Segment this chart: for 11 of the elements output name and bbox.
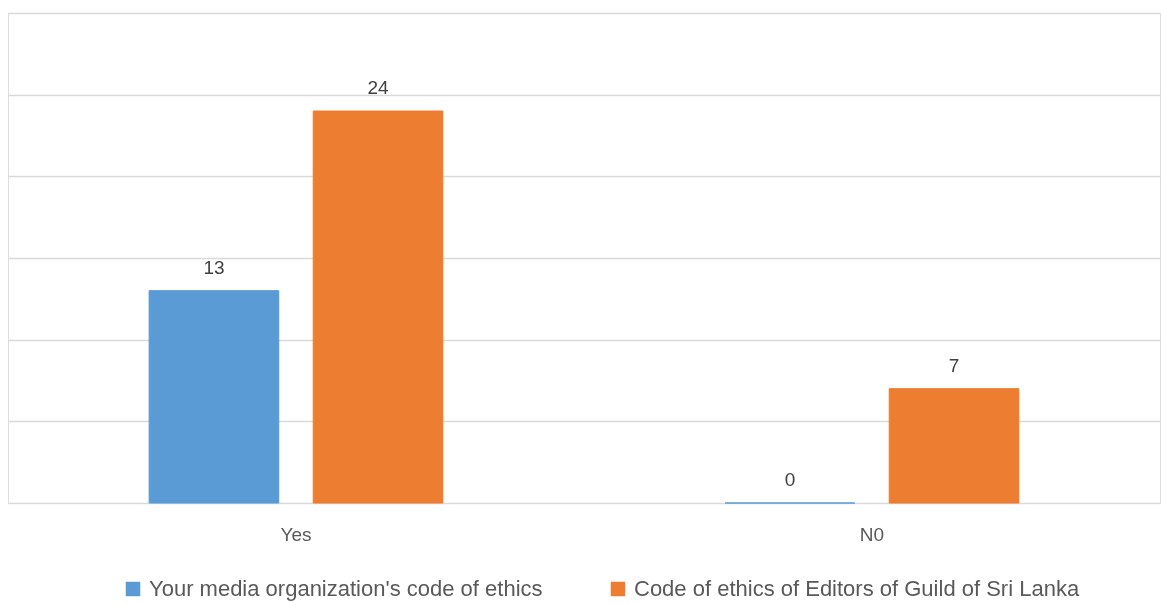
- bar: [148, 290, 280, 504]
- data-label: 13: [203, 256, 225, 278]
- legend-label: Your media organization's code of ethics: [149, 576, 543, 601]
- data-label: 0: [784, 469, 796, 490]
- data-label: 7: [948, 354, 960, 376]
- x-tick-label: Yes: [280, 523, 312, 545]
- legend-label: Code of ethics of Editors of Guild of Sri Lanka: [634, 576, 1080, 601]
- data-label: 24: [367, 77, 390, 98]
- bar: [312, 110, 444, 504]
- x-tick-label: N0: [859, 523, 885, 545]
- bar: [888, 388, 1020, 504]
